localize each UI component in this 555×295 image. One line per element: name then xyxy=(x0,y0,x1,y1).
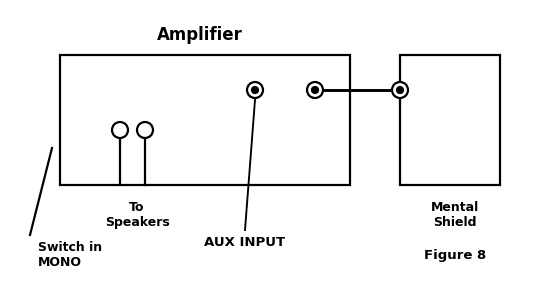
Circle shape xyxy=(392,82,408,98)
Circle shape xyxy=(137,122,153,138)
Text: Amplifier: Amplifier xyxy=(157,26,243,44)
Bar xyxy=(400,55,500,185)
Circle shape xyxy=(247,82,263,98)
Circle shape xyxy=(112,122,128,138)
Circle shape xyxy=(252,87,258,93)
Text: Switch in
MONO: Switch in MONO xyxy=(38,241,102,269)
Text: Mental
Shield: Mental Shield xyxy=(431,201,479,229)
Circle shape xyxy=(307,82,323,98)
Text: Figure 8: Figure 8 xyxy=(424,248,486,261)
Text: To
Speakers: To Speakers xyxy=(105,201,169,229)
Text: AUX INPUT: AUX INPUT xyxy=(204,235,286,248)
Circle shape xyxy=(312,87,318,93)
Circle shape xyxy=(397,87,403,93)
Bar xyxy=(60,55,350,185)
